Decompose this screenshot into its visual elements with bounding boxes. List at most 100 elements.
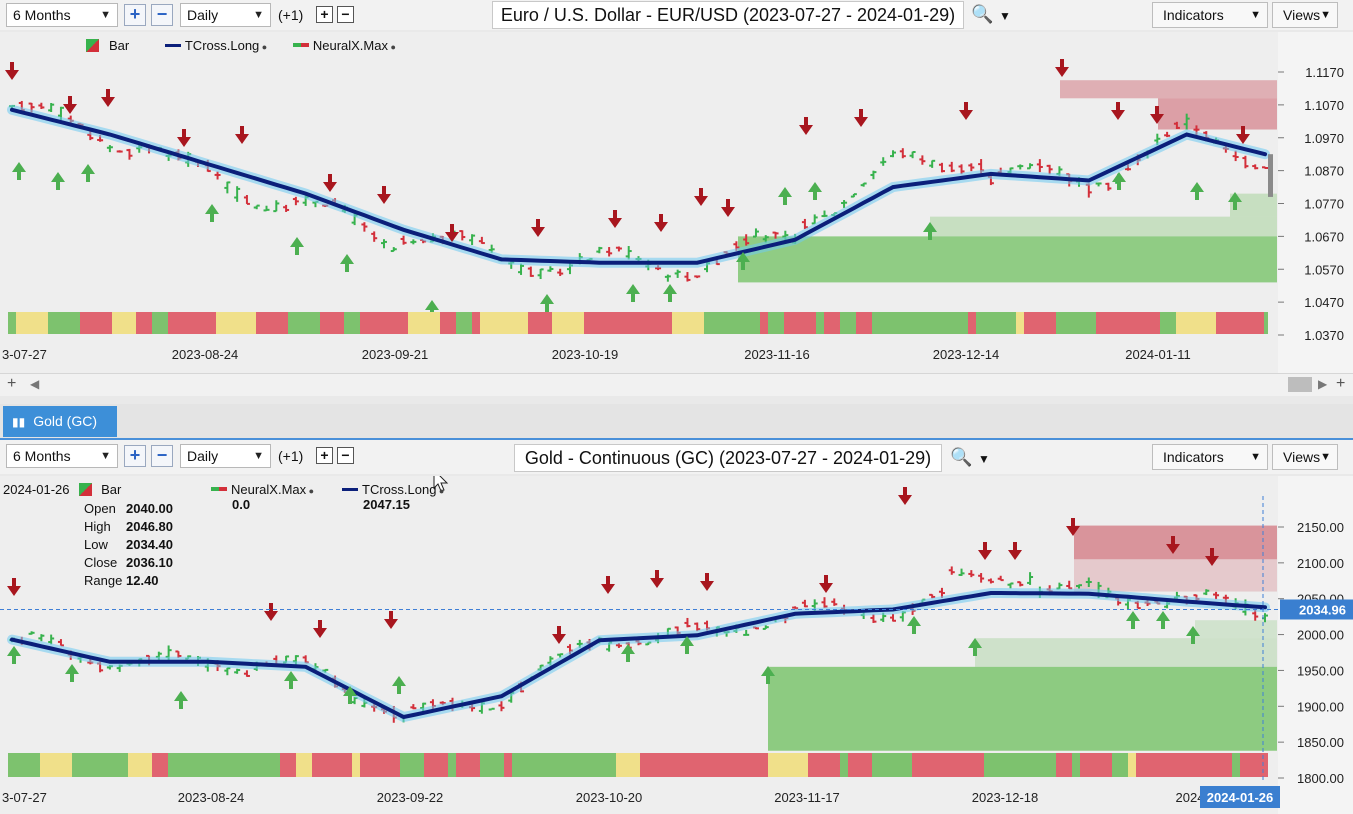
legend-bar-label: Bar (109, 38, 130, 53)
eurusd-chart[interactable]: 1.1170 1.1070 1.0970 1.0870 1.0770 1.0670 1.05… (0, 32, 1353, 373)
y-tick-label: 1950.00 (1297, 663, 1344, 678)
signal-band-cell (840, 312, 856, 334)
signal-band-cell (976, 312, 1016, 334)
interval-select[interactable]: Daily ▼ (180, 3, 271, 27)
sell-arrow-icon (1205, 548, 1219, 566)
chevron-down-icon[interactable]: ▼ (978, 452, 990, 466)
price-bar (469, 234, 476, 246)
price-bar (1046, 164, 1053, 175)
signal-band-cell (912, 753, 944, 777)
zoom-out-button[interactable]: − (151, 4, 173, 26)
signal-band-cell (256, 312, 288, 334)
signal-band-cell (1112, 753, 1128, 777)
price-bar (664, 274, 671, 282)
support-resistance-zone (1074, 525, 1277, 560)
views-button[interactable]: Views ▼ (1272, 444, 1338, 470)
buy-arrow-icon (1112, 172, 1126, 190)
sell-arrow-icon (694, 188, 708, 206)
scroll-thumb[interactable] (1288, 377, 1312, 392)
chevron-down-icon: ▼ (1250, 451, 1261, 463)
signal-band-cell (944, 753, 984, 777)
signal-band-cell (896, 312, 936, 334)
gold-chart[interactable]: 2150.002100.002050.002000.001950.001900.… (0, 476, 1353, 814)
sell-arrow-icon (1111, 102, 1125, 120)
signal-band-cell (1248, 312, 1256, 334)
price-bar (459, 230, 466, 241)
period-select[interactable]: 6 Months ▼ (6, 444, 118, 468)
tcross-long-line (10, 591, 1267, 720)
buy-arrow-icon (65, 664, 79, 682)
signal-band-cell (808, 753, 840, 777)
interval-select[interactable]: Daily ▼ (180, 444, 271, 468)
price-bar (762, 625, 769, 630)
price-bar (1095, 182, 1102, 187)
price-bar (968, 163, 975, 172)
buy-arrow-icon (1228, 192, 1242, 210)
buy-arrow-icon (736, 252, 750, 270)
signal-band-cell (1056, 312, 1072, 334)
scroll-left-icon[interactable]: ◀ (30, 377, 40, 391)
range-value: 12.40 (126, 573, 159, 588)
price-bar (371, 231, 378, 242)
buy-arrow-icon (7, 646, 21, 664)
sell-arrow-icon (799, 117, 813, 135)
offset-minus-button[interactable]: − (337, 447, 354, 464)
support-resistance-zone (1158, 98, 1277, 130)
magnifier-icon[interactable]: 🔍 (971, 4, 994, 24)
period-select[interactable]: 6 Months ▼ (6, 3, 118, 27)
signal-band-cell (1096, 312, 1120, 334)
signal-band-cell (1248, 753, 1268, 777)
price-bar (48, 102, 55, 113)
price-bar (547, 266, 554, 272)
price-bar (410, 704, 417, 710)
signal-band-cell (504, 753, 512, 777)
price-bar (253, 204, 260, 210)
sell-arrow-icon (819, 575, 833, 593)
price-bar (1262, 166, 1268, 169)
plus-icon[interactable]: + (7, 375, 17, 392)
buy-arrow-icon (626, 284, 640, 302)
zoom-out-button[interactable]: − (151, 445, 173, 467)
close-label: Close (84, 555, 118, 570)
signal-band-cell (264, 753, 280, 777)
buy-arrow-icon (621, 644, 635, 662)
indicators-button[interactable]: Indicators ▼ (1152, 444, 1268, 470)
chart-title[interactable]: Euro / U.S. Dollar - EUR/USD (2023-07-27… (492, 1, 964, 29)
y-tick-label: 1.0670 (1304, 229, 1344, 244)
offset-minus-button[interactable]: − (337, 6, 354, 23)
magnifier-icon[interactable]: 🔍 (950, 447, 973, 467)
signal-band-cell (1072, 312, 1096, 334)
horizontal-scrollbar[interactable]: + ◀ ▶ + (0, 373, 1353, 396)
chart-title[interactable]: Gold - Continuous (GC) (2023-07-27 - 202… (514, 444, 942, 472)
price-bar (1105, 182, 1112, 191)
tcross-legend-icon (164, 44, 181, 47)
buy-arrow-icon (907, 616, 921, 634)
price-bar (214, 171, 221, 180)
zoom-in-button[interactable]: + (124, 445, 146, 467)
zoom-in-button[interactable]: + (124, 4, 146, 26)
offset-plus-button[interactable]: + (316, 6, 333, 23)
signal-band-cell (1192, 753, 1232, 777)
offset-label: (+1) (278, 448, 304, 464)
price-axis-background (1278, 32, 1353, 373)
views-button[interactable]: Views ▼ (1272, 2, 1338, 28)
buy-arrow-icon (1156, 611, 1170, 629)
indicators-button[interactable]: Indicators ▼ (1152, 2, 1268, 28)
sell-arrow-icon (854, 109, 868, 127)
buy-arrow-icon (340, 254, 354, 272)
x-tick-label: 2023-12-18 (972, 790, 1039, 805)
plus-icon[interactable]: + (1336, 375, 1346, 392)
signal-band-cell (288, 312, 320, 334)
signal-band-cell (784, 312, 816, 334)
sell-arrow-icon (7, 578, 21, 596)
chevron-down-icon[interactable]: ▼ (999, 9, 1011, 23)
support-resistance-zone (1074, 559, 1277, 592)
offset-plus-button[interactable]: + (316, 447, 333, 464)
price-bar (400, 235, 407, 245)
last-price-badge (1280, 599, 1353, 620)
scroll-right-icon[interactable]: ▶ (1318, 377, 1328, 391)
price-bar (801, 599, 808, 608)
tcross-value: 2047.15 (363, 497, 410, 512)
tab-gold[interactable]: ▮▮ Gold (GC) (3, 406, 117, 437)
signal-band-cell (1232, 753, 1240, 777)
